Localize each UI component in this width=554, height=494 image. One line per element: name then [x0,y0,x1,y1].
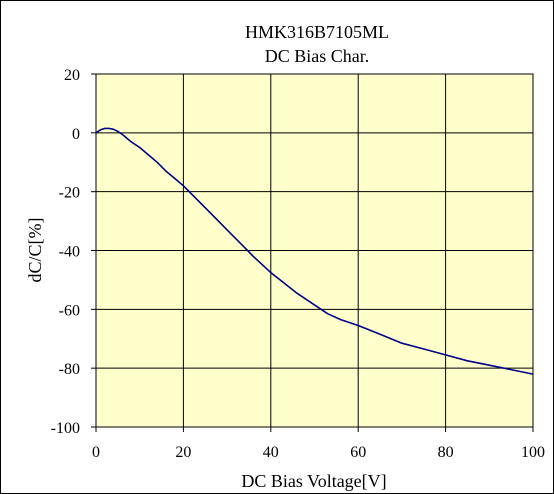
x-axis-tick-labels: 0 20 40 60 80 100 [92,427,545,461]
x-tick-label-2: 40 [263,444,279,461]
y-axis-tick-labels: 20 0 -20 -40 -60 -80 -100 [51,67,96,437]
y-tick-label-4: -60 [59,302,80,319]
y-tick-label-0: 20 [64,67,80,84]
grid-lines [96,74,533,427]
series-line-0 [95,127,534,375]
chart-subtitle: DC Bias Char. [265,46,370,66]
y-tick-label-5: -80 [59,361,80,378]
y-tick-label-3: -40 [59,244,80,261]
x-tick-label-0: 0 [92,444,100,461]
y-tick-label-6: -100 [51,420,80,437]
chart-title: HMK316B7105ML [245,22,389,42]
y-axis-label: dC/C[%] [25,218,45,283]
x-tick-label-4: 80 [438,444,454,461]
x-tick-label-3: 60 [350,444,366,461]
x-tick-label-1: 20 [175,444,191,461]
y-tick-label-1: 0 [72,126,80,143]
x-tick-label-5: 100 [521,444,545,461]
y-tick-label-2: -20 [59,185,80,202]
x-axis-label: DC Bias Voltage[V] [241,471,386,491]
series-group [95,127,534,375]
